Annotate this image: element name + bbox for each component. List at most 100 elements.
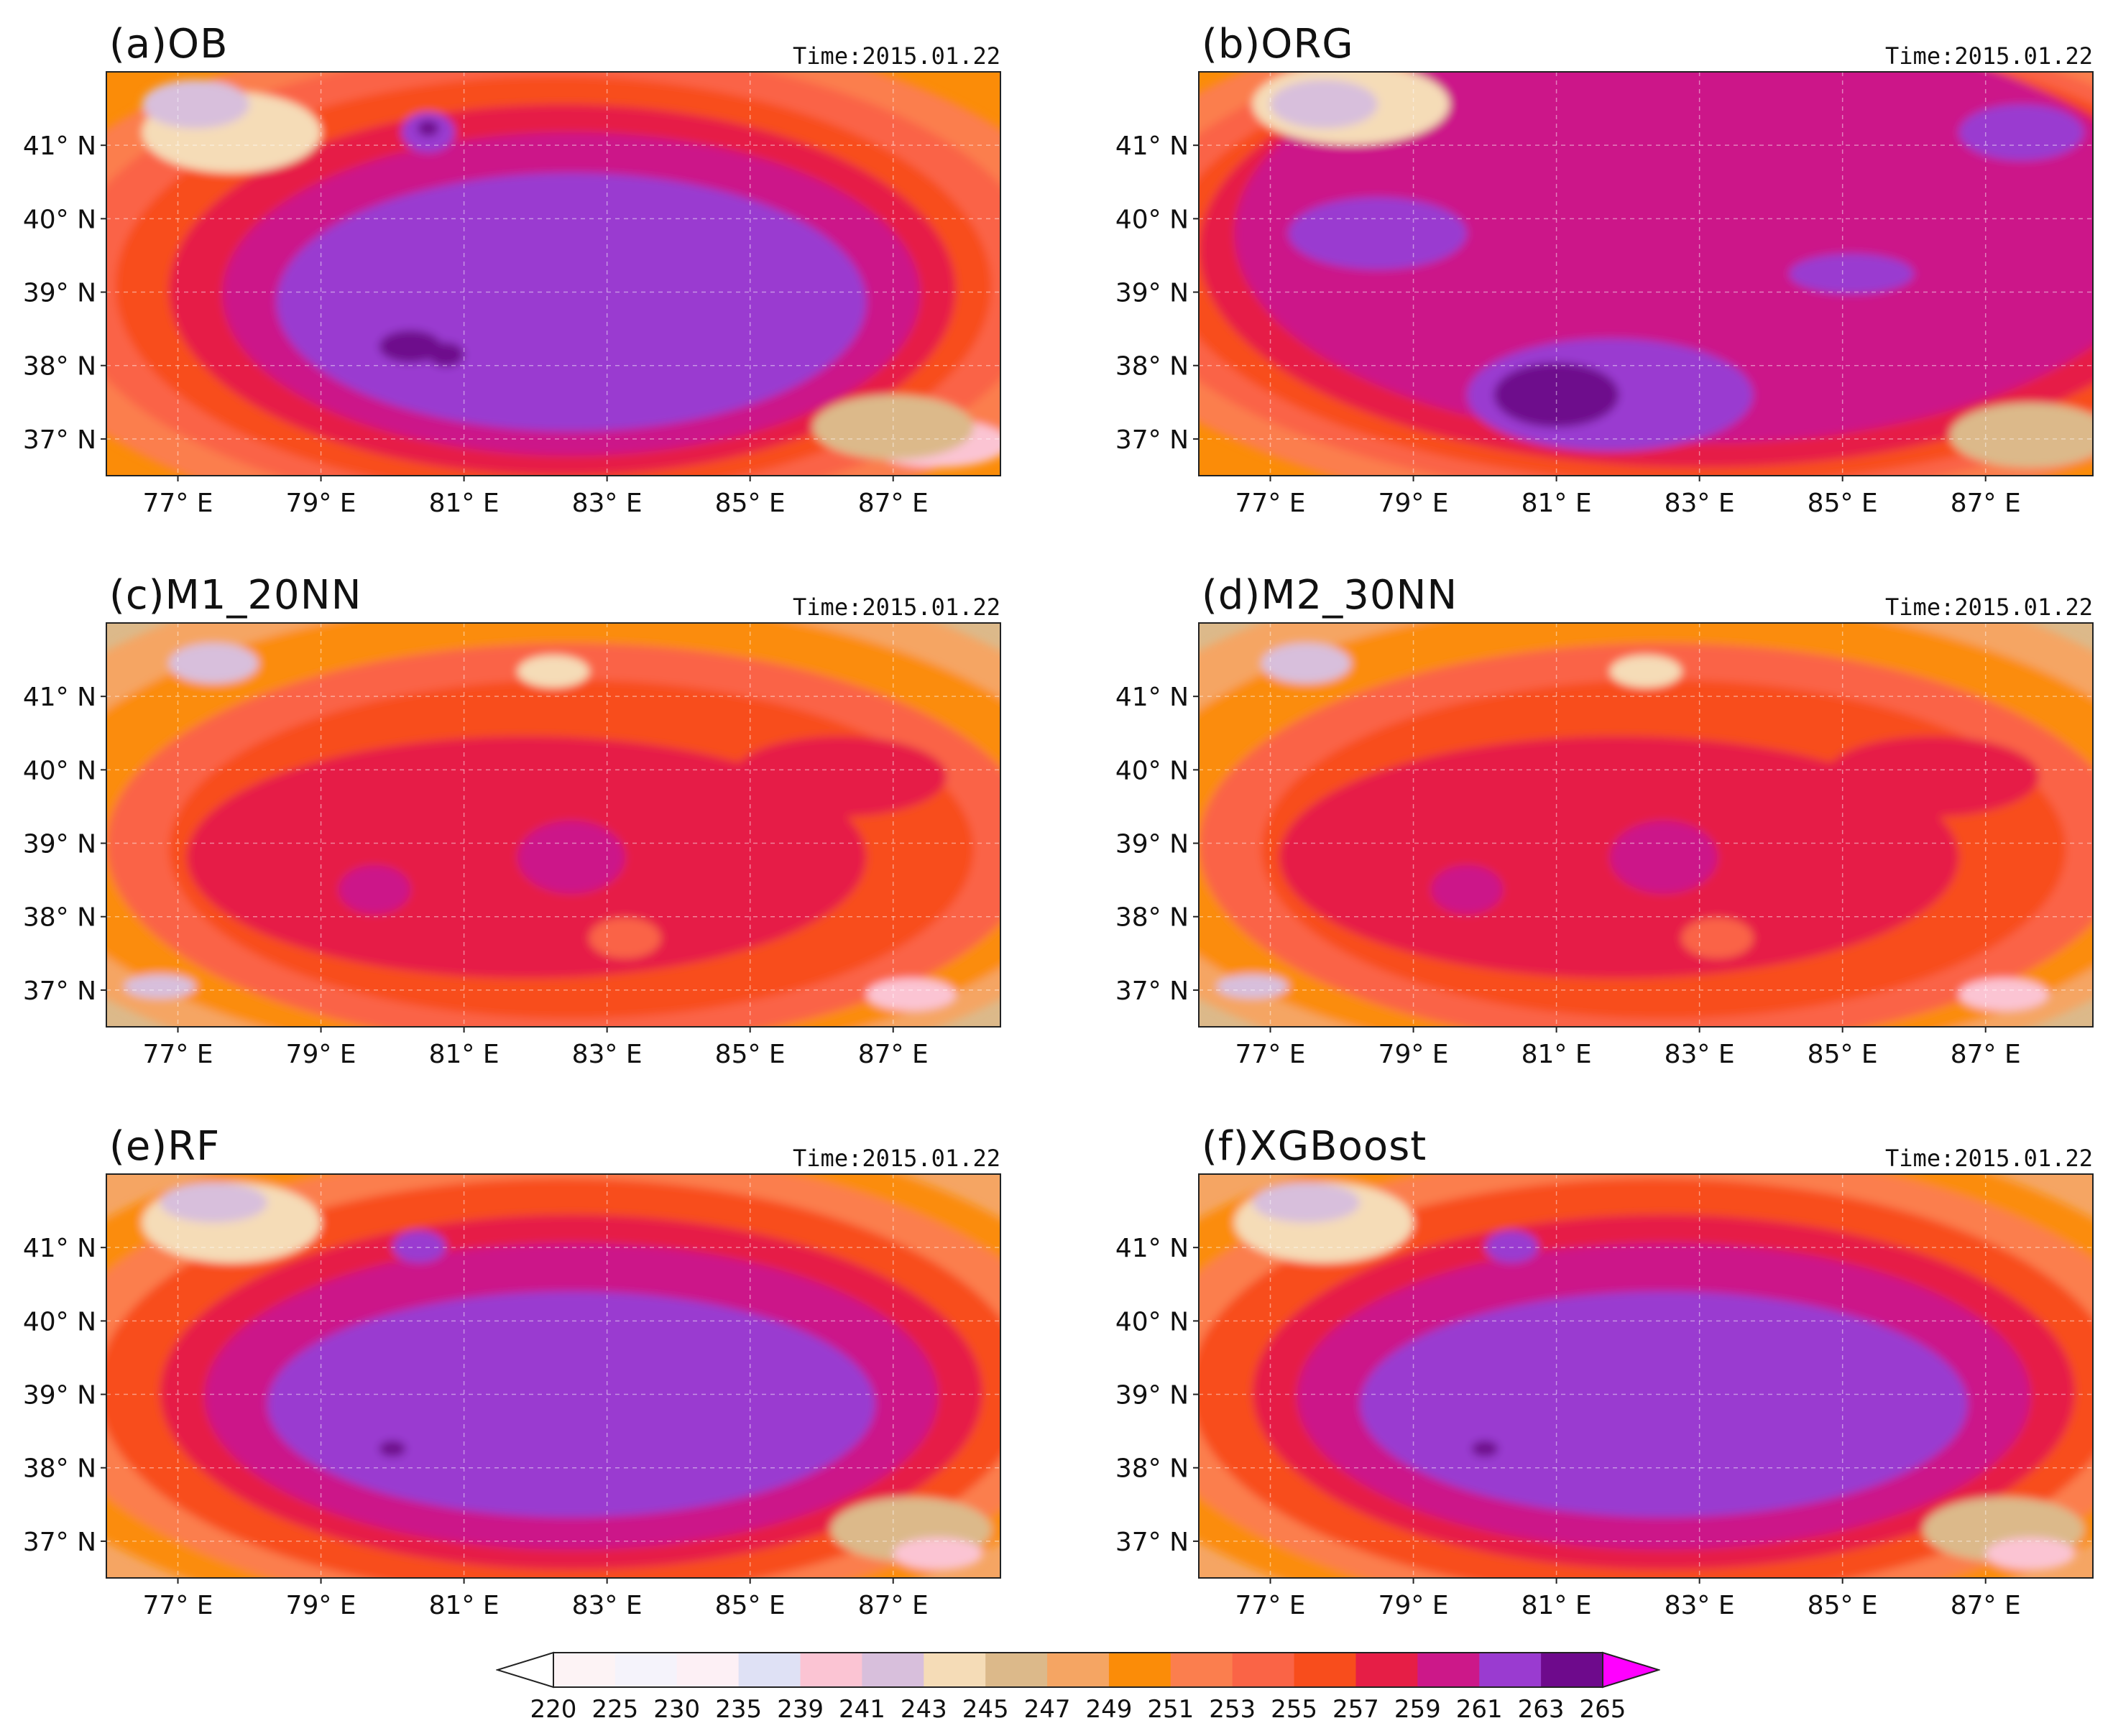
contour-map: 41° N 40° N 39° N 38° N 37° N 77° E 79° E 81° E… [1115,1173,2094,1620]
contour-blob [589,918,661,959]
map-panel-a: (a)OB Time:2015.01.22 41° N 40° N 39° N 38° N… [0,22,1006,525]
lon-tick-label: 83° E [572,1040,643,1069]
map-panel-f: (f)XGBoost Time:2015.01.22 41° N 40° N 39° N… [1092,1124,2099,1627]
lon-tick-label: 77° E [143,489,213,518]
contour-blob [866,978,956,1011]
lon-tick-label: 77° E [1235,1591,1306,1620]
colorbar-swatch [614,1653,678,1687]
lat-tick-label: 39° N [1115,830,1189,859]
contour-blob [1789,253,1915,295]
lon-tick-label: 85° E [715,489,786,518]
lon-tick-label: 77° E [1235,489,1306,518]
panel-title: (a)OB [109,21,229,68]
map-frame [106,1173,1001,1579]
contour-blob [812,394,974,460]
lat-tick-label: 40° N [23,205,96,234]
lat-tick-label: 39° N [1115,279,1189,308]
colorbar-swatch [985,1653,1048,1687]
lat-tick-label: 40° N [1115,1307,1189,1336]
lat-tick-label: 38° N [1115,1454,1189,1484]
colorbar-swatch [862,1653,924,1687]
lon-tick-label: 87° E [858,1591,929,1620]
lon-tick-label: 87° E [858,1040,929,1069]
lon-tick-label: 79° E [1378,1591,1449,1620]
lat-tick-label: 37° N [1115,976,1189,1006]
lon-tick-label: 85° E [715,1591,786,1620]
colorbar-level-label: 263 [1518,1695,1565,1724]
contour-blob [1958,978,2048,1011]
contour-band [1359,1291,1968,1518]
colorbar-swatch [924,1653,986,1687]
lat-tick-label: 41° N [23,131,96,161]
lon-tick-label: 81° E [429,1591,500,1620]
lat-tick-label: 40° N [1115,756,1189,785]
map-panel-e: (e)RF Time:2015.01.22 41° N 40° N 39° N 38° N… [0,1124,1006,1627]
contour-map: 41° N 40° N 39° N 38° N 37° N 77° E 79° E 81° E… [1115,622,2094,1069]
contour-band [517,821,625,894]
lon-tick-label: 85° E [715,1040,786,1069]
contour-blob [1252,1182,1360,1223]
contour-band [276,172,867,432]
colorbar-level-label: 249 [1085,1695,1132,1724]
lat-tick-label: 41° N [1115,131,1189,161]
lat-tick-label: 37° N [1115,1528,1189,1557]
colorbar-level-label: 261 [1456,1695,1503,1724]
contour-blob [1949,402,2093,468]
lon-tick-label: 83° E [1665,1591,1735,1620]
contour-blob [1958,103,2084,161]
colorbar-level-label: 220 [530,1695,577,1724]
contour-band [1234,72,2093,443]
lon-tick-label: 77° E [143,1591,213,1620]
panel-title: (c)M1_20NN [109,572,362,619]
lon-tick-label: 79° E [286,489,356,518]
lat-tick-label: 38° N [23,352,96,382]
lat-tick-label: 41° N [1115,1234,1189,1263]
lat-tick-label: 41° N [1115,683,1189,712]
lon-tick-label: 79° E [1378,1040,1449,1069]
colorbar-level-label: 239 [777,1695,824,1724]
colorbar-level-label: 257 [1332,1695,1379,1724]
lon-tick-label: 83° E [572,489,643,518]
colorbar-swatch [1417,1653,1480,1687]
contour-blob [893,1537,983,1570]
lat-tick-label: 38° N [1115,903,1189,933]
lon-tick-label: 81° E [429,1040,500,1069]
panel-time: Time:2015.01.22 [793,42,1000,70]
lat-tick-label: 38° N [23,903,96,933]
colorbar-swatch [1355,1653,1418,1687]
lon-tick-label: 81° E [429,489,500,518]
lon-tick-label: 77° E [1235,1040,1306,1069]
lat-tick-label: 39° N [1115,1381,1189,1410]
lat-tick-label: 39° N [23,1381,96,1410]
lon-tick-label: 77° E [143,1040,213,1069]
colorbar-swatch [800,1653,862,1687]
panel-time: Time:2015.01.22 [1885,1145,2093,1172]
lat-tick-label: 37° N [23,976,96,1006]
colorbar-swatch [1541,1653,1603,1687]
colorbar: 220 225 230 235 239 241 243 245 247 249 251 253 255 2… [496,1651,1660,1724]
map-frame [1198,71,2094,476]
contour-blob [517,655,589,688]
lon-tick-label: 81° E [1522,1591,1592,1620]
colorbar-level-label: 225 [591,1695,638,1724]
panel-title: (e)RF [109,1123,221,1170]
contour-blob [124,974,196,999]
contour-blob [1431,865,1503,914]
lat-tick-label: 41° N [23,1234,96,1263]
lat-tick-label: 37° N [23,1528,96,1557]
colorbar-level-label: 241 [839,1695,885,1724]
contour-blob [732,736,947,817]
colorbar-swatch [1170,1653,1233,1687]
contour-blob [160,1182,267,1223]
colorbar-swatch [1294,1653,1356,1687]
lon-tick-label: 87° E [858,489,929,518]
lon-tick-label: 85° E [1808,1040,1878,1069]
lat-tick-label: 41° N [23,683,96,712]
colorbar-level-label: 230 [653,1695,700,1724]
contour-blob [1288,197,1468,270]
map-panel-c: (c)M1_20NN Time:2015.01.22 41° N 40° N 39° N… [0,573,1006,1076]
contour-blob [1471,1440,1499,1457]
map-frame [1198,1173,2094,1579]
lat-tick-label: 40° N [23,1307,96,1336]
contour-blob [1493,362,1619,428]
